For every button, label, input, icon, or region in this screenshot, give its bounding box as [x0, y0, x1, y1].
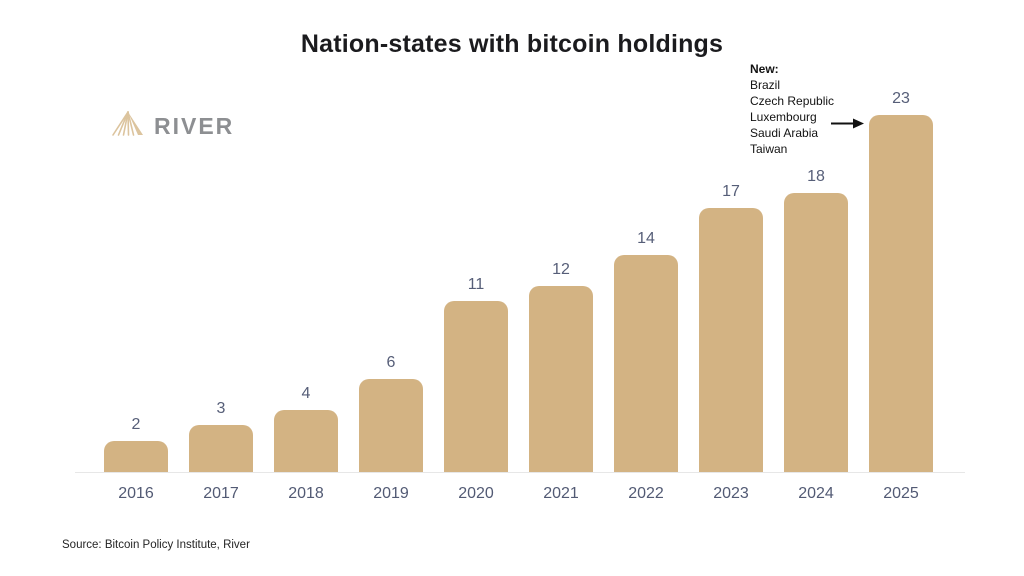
bar-2017: [189, 425, 253, 472]
x-axis-baseline: [75, 472, 965, 473]
bar-2019: [359, 379, 423, 472]
annotation-arrow-icon: [831, 116, 864, 134]
bar-2016: [104, 441, 168, 472]
annotation-item: Taiwan: [750, 142, 788, 156]
source-note: Source: Bitcoin Policy Institute, River: [62, 539, 250, 551]
annotation-item: Luxembourg: [750, 110, 817, 124]
value-label-2017: 3: [216, 400, 226, 417]
river-logo: RIVER: [110, 110, 234, 142]
x-axis-label-2021: 2021: [543, 485, 579, 502]
value-label-2023: 17: [722, 183, 740, 200]
value-label-2024: 18: [807, 168, 825, 185]
annotation-heading: New:: [750, 62, 779, 76]
bar-2021: [529, 286, 593, 472]
bar-2023: [699, 208, 763, 472]
value-label-2016: 2: [131, 416, 141, 433]
annotation-item-list: Brazil Czech Republic Luxembourg Saudi Arab…: [750, 77, 834, 157]
x-axis-label-2019: 2019: [373, 485, 409, 502]
value-label-2018: 4: [301, 385, 311, 402]
river-logo-text: RIVER: [154, 112, 235, 139]
value-label-2022: 14: [637, 230, 655, 247]
x-axis-label-2022: 2022: [628, 485, 664, 502]
value-label-2025: 23: [892, 90, 910, 107]
x-axis-label-2025: 2025: [883, 485, 919, 502]
x-axis-label-2020: 2020: [458, 485, 494, 502]
x-axis-label-2016: 2016: [118, 485, 154, 502]
x-axis-label-2017: 2017: [203, 485, 239, 502]
annotation-item: Saudi Arabia: [750, 126, 819, 140]
chart-title: Nation-states with bitcoin holdings: [300, 30, 724, 58]
bar-2018: [274, 410, 338, 472]
bar-2022: [614, 255, 678, 472]
x-axis-label-2018: 2018: [288, 485, 324, 502]
annotation-item: Brazil: [750, 78, 781, 92]
bar-2020: [444, 301, 508, 472]
mountain-rays-icon: [110, 110, 146, 142]
new-countries-annotation: New: Brazil Czech Republic Luxembourg Saudi…: [750, 61, 834, 157]
annotation-item: Czech Republic: [750, 94, 835, 108]
value-label-2021: 12: [552, 261, 570, 278]
bar-2024: [784, 193, 848, 472]
bar-2025: [869, 115, 933, 472]
x-axis-label-2023: 2023: [713, 485, 749, 502]
value-label-2020: 11: [467, 276, 485, 293]
x-axis-label-2024: 2024: [798, 485, 834, 502]
value-label-2019: 6: [386, 354, 396, 371]
